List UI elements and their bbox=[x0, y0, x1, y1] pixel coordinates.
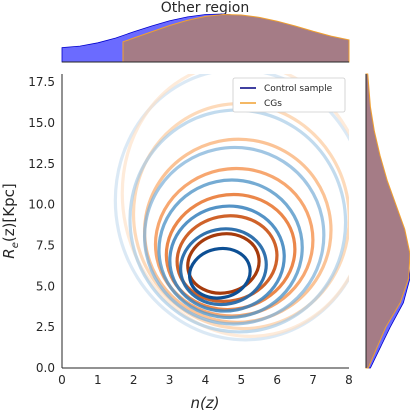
y-tick-label: 2.5 bbox=[36, 320, 55, 334]
contour-cgs bbox=[186, 232, 261, 295]
x-tick-labels: 0 1 2 3 4 5 6 7 8 bbox=[58, 373, 353, 387]
y-tick-label: 15.0 bbox=[28, 116, 55, 130]
x-tick-label: 3 bbox=[166, 373, 174, 387]
x-tick-label: 8 bbox=[345, 373, 353, 387]
contour-cgs bbox=[131, 102, 349, 331]
right-marginal-plot bbox=[365, 73, 410, 369]
main-plot: 0 1 2 3 4 5 6 7 8 0.0 2.5 5.0 7.5 10.0 12.5 15.0 17.5 bbox=[28, 74, 353, 387]
contour-cgs bbox=[120, 74, 349, 338]
y-tick-label: 5.0 bbox=[36, 279, 55, 293]
x-tick-label: 0 bbox=[58, 373, 66, 387]
x-tick-label: 4 bbox=[202, 373, 210, 387]
contour-cgs bbox=[175, 214, 279, 303]
y-tick-labels: 0.0 2.5 5.0 7.5 10.0 12.5 15.0 17.5 bbox=[28, 75, 55, 375]
chart-title: Other region bbox=[161, 0, 249, 16]
contour-control-sample bbox=[168, 204, 286, 313]
contour-control-sample bbox=[157, 178, 304, 320]
x-tick-label: 2 bbox=[130, 373, 138, 387]
x-tick-label: 6 bbox=[273, 373, 281, 387]
legend: Control sample CGs bbox=[232, 77, 346, 113]
legend-box bbox=[232, 77, 346, 113]
x-tick-label: 1 bbox=[94, 373, 102, 387]
contour-control-sample bbox=[179, 227, 268, 307]
contour-control-sample bbox=[128, 108, 348, 334]
y-tick-label: 10.0 bbox=[28, 198, 55, 212]
x-axis-label: n(z) bbox=[190, 394, 219, 412]
marginal-fill-cgs-re bbox=[365, 73, 410, 369]
legend-label-cgs: CGs bbox=[264, 99, 282, 109]
marginal-fill-cgs bbox=[122, 13, 350, 63]
y-tick-label: 12.5 bbox=[28, 157, 55, 171]
x-tick-label: 5 bbox=[238, 373, 246, 387]
contour-control-sample bbox=[113, 74, 349, 342]
legend-label-control-sample: Control sample bbox=[264, 84, 333, 94]
top-marginal-plot bbox=[61, 13, 350, 63]
y-tick-label: 0.0 bbox=[36, 361, 55, 375]
contour-control-sample bbox=[142, 145, 326, 326]
y-axis-label: Re(z)[Kpc] bbox=[0, 183, 21, 258]
x-tick-label: 7 bbox=[309, 373, 317, 387]
kde-contours bbox=[113, 74, 349, 342]
y-tick-label: 17.5 bbox=[28, 75, 55, 89]
y-tick-label: 7.5 bbox=[36, 239, 55, 253]
contour-control-sample bbox=[187, 246, 252, 300]
